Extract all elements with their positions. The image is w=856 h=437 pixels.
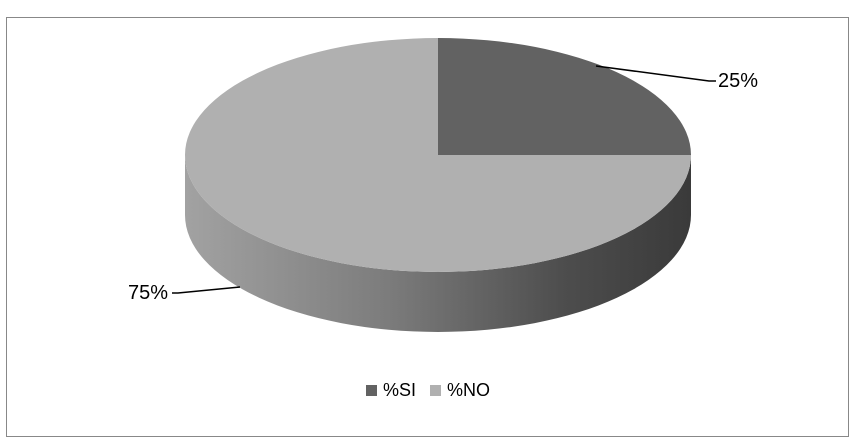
legend-label-si: %SI xyxy=(382,380,416,400)
slice-no xyxy=(185,38,691,272)
leader-line-no xyxy=(172,286,241,294)
slice-si xyxy=(438,38,691,155)
legend-item-no: %NO xyxy=(430,380,490,401)
legend-swatch-no xyxy=(430,385,441,396)
data-label-no: 75% xyxy=(128,282,168,304)
legend-item-si: %SI xyxy=(365,380,416,401)
slice-side-no xyxy=(185,155,691,332)
legend-swatch-si xyxy=(365,385,377,396)
leader-line-si xyxy=(595,65,716,82)
data-label-si: 25% xyxy=(718,70,758,92)
legend: %SI %NO xyxy=(0,380,856,401)
legend-label-no: %NO xyxy=(447,380,491,400)
